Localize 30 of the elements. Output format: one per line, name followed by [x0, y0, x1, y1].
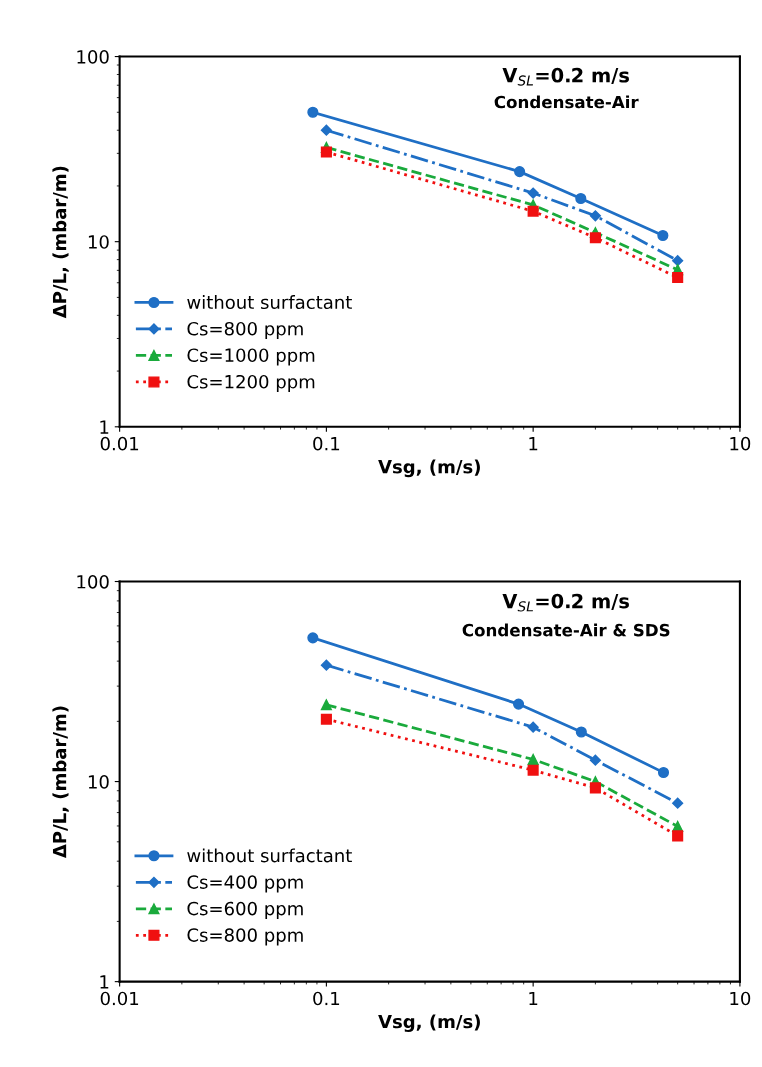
y-axis-title: ΔP/L, (mbar/m) — [52, 166, 69, 319]
x-axis-title: Vsg, (m/s) — [378, 1014, 480, 1032]
legend-label: Cs=800 ppm — [187, 321, 303, 340]
x-tick-label: 1 — [529, 991, 538, 1006]
y-tick-label: 100 — [77, 50, 109, 64]
legend-label: Cs=400 ppm — [187, 875, 303, 893]
y-tick-label: 1 — [100, 975, 109, 989]
y-axis-title: ΔP/L, (mbar/m) — [52, 706, 69, 859]
x-tick-label: 1 — [529, 437, 538, 451]
x-axis-title: Vsg, (m/s) — [378, 459, 480, 478]
legend-label: without surfactant — [187, 295, 352, 310]
legend-label: Cs=600 ppm — [187, 901, 303, 919]
x-tick-label: 0.01 — [100, 436, 139, 451]
legend-label: Cs=1000 ppm — [187, 348, 315, 366]
x-tick-label: 0.1 — [313, 436, 340, 451]
legend-label: Cs=1200 ppm — [187, 374, 315, 393]
legend-label: without surfactant — [187, 848, 352, 863]
y-tick-label: 10 — [88, 775, 109, 789]
annotation: V$_{SL}$=0.2 m/s — [502, 67, 629, 86]
annotation: V$_{SL}$=0.2 m/s — [502, 593, 629, 612]
x-tick-label: 0.1 — [313, 991, 340, 1006]
x-tick-label: 10 — [730, 991, 751, 1006]
x-tick-label: 10 — [730, 436, 751, 451]
legend-label: Cs=800 ppm — [187, 928, 303, 946]
annotation: Condensate-Air — [494, 95, 639, 109]
y-tick-label: 10 — [88, 235, 109, 249]
x-tick-label: 0.01 — [100, 991, 139, 1006]
y-tick-label: 100 — [77, 574, 109, 589]
annotation: Condensate-Air & SDS — [462, 623, 670, 637]
y-tick-label: 1 — [100, 420, 109, 434]
